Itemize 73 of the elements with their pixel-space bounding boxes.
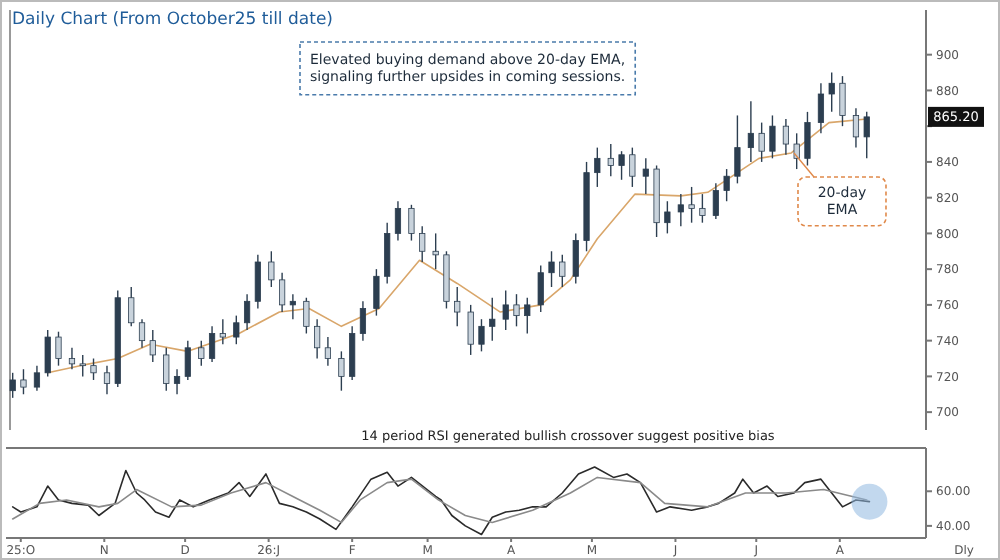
candlestick bbox=[629, 146, 636, 188]
candlestick bbox=[734, 114, 741, 185]
candlestick bbox=[184, 339, 191, 381]
candlestick bbox=[758, 121, 765, 163]
candlestick bbox=[149, 329, 156, 363]
line-series bbox=[46, 118, 868, 374]
candlestick bbox=[443, 250, 450, 310]
candlestick bbox=[642, 157, 649, 195]
candlestick bbox=[828, 71, 835, 113]
candlestick bbox=[432, 232, 439, 270]
candlestick bbox=[394, 200, 402, 242]
candlestick bbox=[254, 254, 261, 310]
candlestick bbox=[314, 318, 321, 360]
candlestick bbox=[163, 347, 170, 392]
candlestick bbox=[79, 354, 86, 378]
candlestick bbox=[419, 225, 426, 263]
candlestick bbox=[804, 111, 811, 167]
candlestick bbox=[537, 264, 544, 313]
candlestick bbox=[572, 232, 579, 285]
candlestick bbox=[723, 168, 730, 202]
candlestick bbox=[817, 82, 825, 135]
candlestick bbox=[467, 304, 474, 356]
candlestick bbox=[268, 250, 275, 288]
candlestick bbox=[712, 182, 719, 220]
candlestick bbox=[677, 193, 684, 227]
candlestick bbox=[664, 200, 671, 235]
candlestick bbox=[55, 331, 62, 367]
candlestick bbox=[489, 297, 496, 342]
chart-title: Daily Chart (From October25 till date) bbox=[12, 10, 333, 30]
candlestick bbox=[618, 150, 625, 181]
candlestick bbox=[513, 293, 520, 328]
candlestick bbox=[699, 193, 706, 224]
candlestick bbox=[478, 318, 485, 353]
candlestick bbox=[384, 221, 391, 285]
candlestick bbox=[219, 318, 226, 345]
candlestick bbox=[90, 357, 97, 381]
candlestick bbox=[747, 100, 754, 163]
candlestick bbox=[594, 146, 601, 188]
candlestick bbox=[44, 329, 51, 378]
candlestick bbox=[303, 297, 310, 335]
candlestick bbox=[359, 300, 367, 342]
candlestick bbox=[502, 289, 509, 331]
candlestick bbox=[559, 254, 566, 288]
candlestick bbox=[198, 339, 205, 367]
candlestick bbox=[782, 118, 789, 156]
candlestick bbox=[208, 325, 216, 363]
candlestick bbox=[289, 293, 296, 320]
candlestick bbox=[68, 347, 76, 370]
candlestick bbox=[408, 204, 415, 242]
candlestick bbox=[33, 364, 41, 392]
candlestick bbox=[9, 372, 16, 399]
candlestick bbox=[349, 325, 356, 381]
candlestick bbox=[128, 286, 135, 328]
candlestick bbox=[769, 114, 776, 160]
candlestick bbox=[324, 336, 331, 367]
candlestick bbox=[138, 318, 146, 349]
candlestick bbox=[548, 250, 555, 288]
candlestick bbox=[243, 293, 251, 331]
candlestick bbox=[524, 297, 531, 335]
candlestick bbox=[793, 132, 800, 170]
candlestick bbox=[233, 314, 240, 345]
candlestick bbox=[863, 111, 870, 160]
candlestick bbox=[373, 268, 380, 317]
candlestick bbox=[454, 286, 461, 328]
candlestick bbox=[173, 368, 181, 395]
candlestick bbox=[839, 75, 846, 127]
candlestick bbox=[688, 186, 695, 224]
candlestick bbox=[338, 350, 345, 392]
candlestick bbox=[852, 107, 860, 149]
candlestick bbox=[607, 143, 614, 177]
candlestick bbox=[103, 364, 111, 395]
candlestick bbox=[279, 272, 286, 313]
candlestick bbox=[20, 368, 27, 395]
